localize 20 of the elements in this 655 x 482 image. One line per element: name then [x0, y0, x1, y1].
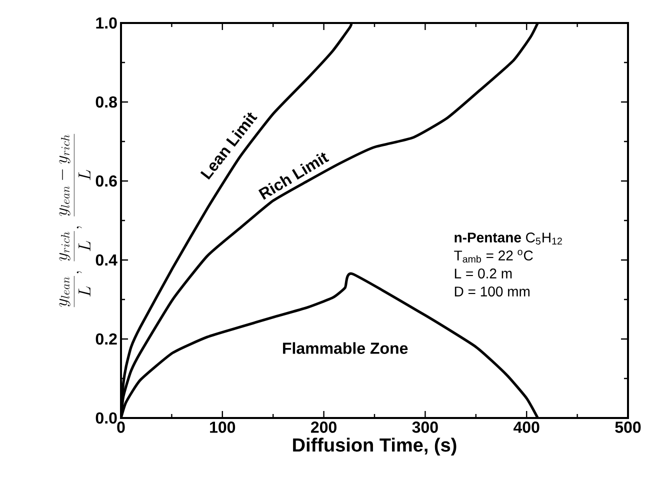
annotation: D = 100 mm — [454, 286, 530, 296]
y-tick-label: 0.2 — [96, 333, 117, 345]
y-tick-label: 0.8 — [96, 96, 117, 108]
x-tick-label: 0 — [117, 422, 125, 433]
y-tick-label: 0.6 — [96, 175, 117, 187]
y-axis-title: $\frac{y_{lean}}{L},\ \frac{y_{rich}}{L},\ \frac{y_{lean}-y_{rich}}{L}$ — [59, 134, 90, 308]
annotation: T$_{amb}$ = 22 $^{o}$C — [454, 250, 533, 263]
x-tick-label: 400 — [513, 422, 540, 433]
x-tick-label: 200 — [311, 422, 336, 433]
y-tick-label: 0.4 — [96, 254, 118, 266]
x-axis-title: Diffusion Time, (s) — [293, 438, 456, 456]
series-label: Flammable Zone — [283, 342, 408, 354]
y-tick-label: 0.0 — [96, 412, 117, 424]
annotation: n-Pentane C$_{5}$H$_{12}$ — [454, 232, 562, 245]
annotation: L = 0.2 m — [454, 268, 512, 278]
text: Rich Limit — [258, 152, 330, 200]
x-tick-label: 100 — [210, 422, 236, 433]
x-tick-label: 500 — [615, 422, 641, 433]
x-tick-label: 300 — [412, 422, 438, 433]
y-tick-label: 1.0 — [96, 17, 117, 29]
